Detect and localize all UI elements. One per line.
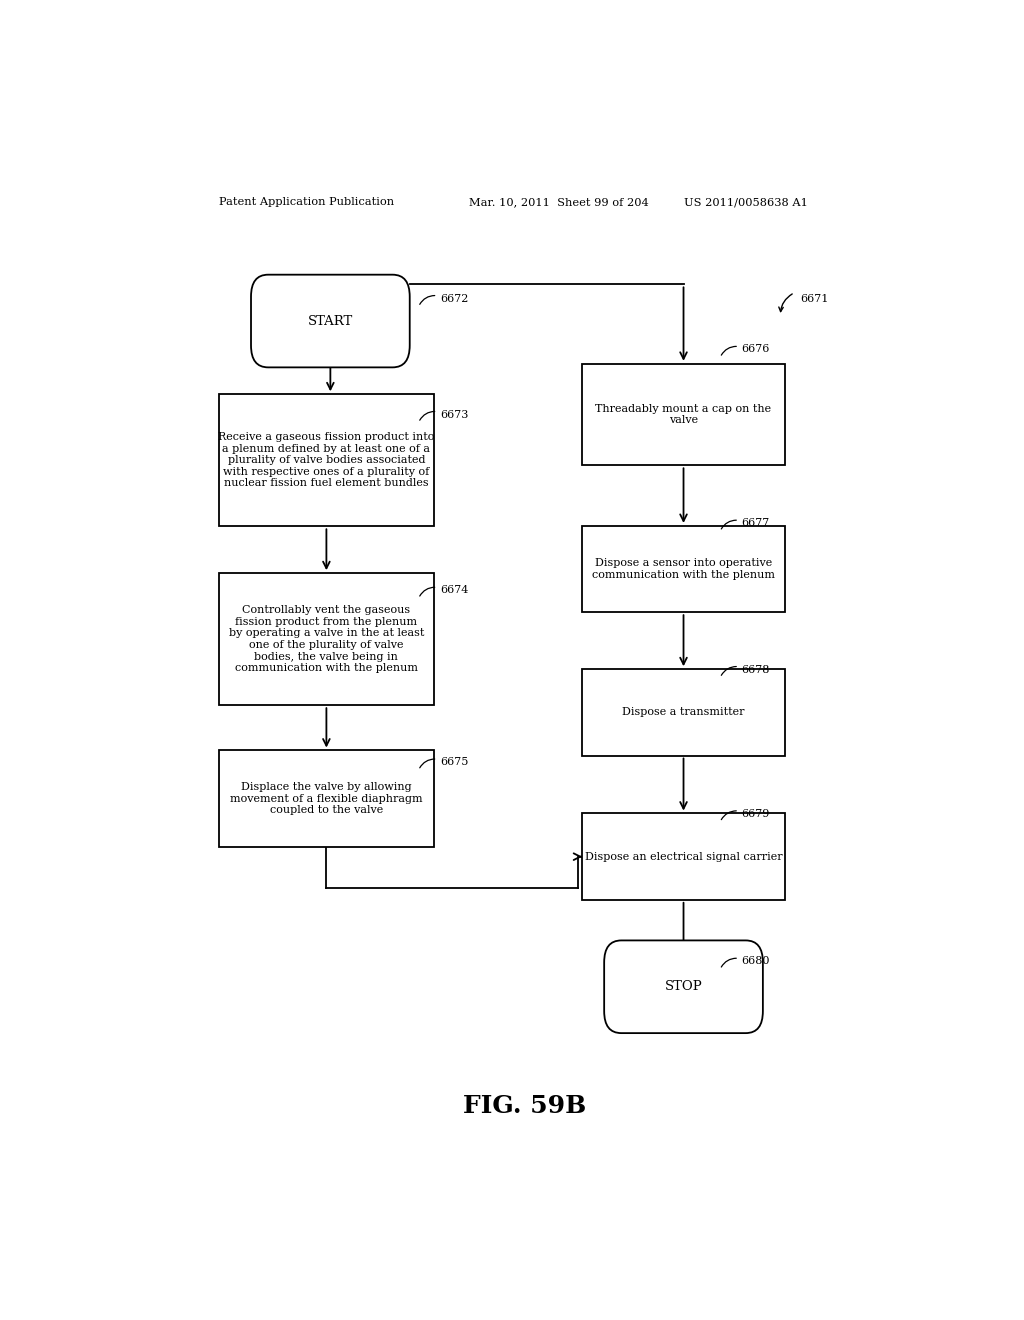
Text: FIG. 59B: FIG. 59B: [463, 1094, 587, 1118]
Text: 6679: 6679: [741, 809, 770, 818]
Bar: [219, 751, 433, 847]
Text: 6677: 6677: [741, 519, 770, 528]
FancyBboxPatch shape: [604, 940, 763, 1034]
Bar: [583, 364, 784, 466]
Bar: [583, 669, 784, 755]
Bar: [219, 395, 433, 527]
Text: STOP: STOP: [665, 981, 702, 993]
Text: 6671: 6671: [800, 293, 828, 304]
Text: Receive a gaseous fission product into
a plenum defined by at least one of a
plu: Receive a gaseous fission product into a…: [218, 432, 434, 488]
Text: Dispose an electrical signal carrier: Dispose an electrical signal carrier: [585, 851, 782, 862]
Text: 6680: 6680: [741, 957, 770, 966]
FancyBboxPatch shape: [251, 275, 410, 367]
Text: Mar. 10, 2011  Sheet 99 of 204: Mar. 10, 2011 Sheet 99 of 204: [469, 197, 649, 207]
Bar: [583, 525, 784, 612]
Text: 6672: 6672: [440, 293, 468, 304]
Text: 6678: 6678: [741, 665, 770, 675]
Text: Displace the valve by allowing
movement of a flexible diaphragm
coupled to the v: Displace the valve by allowing movement …: [230, 783, 423, 816]
Text: Dispose a transmitter: Dispose a transmitter: [623, 708, 744, 717]
Text: 6675: 6675: [440, 758, 468, 767]
Bar: [219, 573, 433, 705]
Bar: [583, 813, 784, 900]
Text: US 2011/0058638 A1: US 2011/0058638 A1: [684, 197, 807, 207]
Text: 6676: 6676: [741, 345, 770, 355]
Text: 6673: 6673: [440, 409, 468, 420]
Text: Controllably vent the gaseous
fission product from the plenum
by operating a val: Controllably vent the gaseous fission pr…: [228, 605, 424, 673]
Text: START: START: [308, 314, 353, 327]
Text: Dispose a sensor into operative
communication with the plenum: Dispose a sensor into operative communic…: [592, 558, 775, 579]
Text: Patent Application Publication: Patent Application Publication: [219, 197, 394, 207]
Text: Threadably mount a cap on the
valve: Threadably mount a cap on the valve: [596, 404, 771, 425]
Text: 6674: 6674: [440, 585, 468, 595]
